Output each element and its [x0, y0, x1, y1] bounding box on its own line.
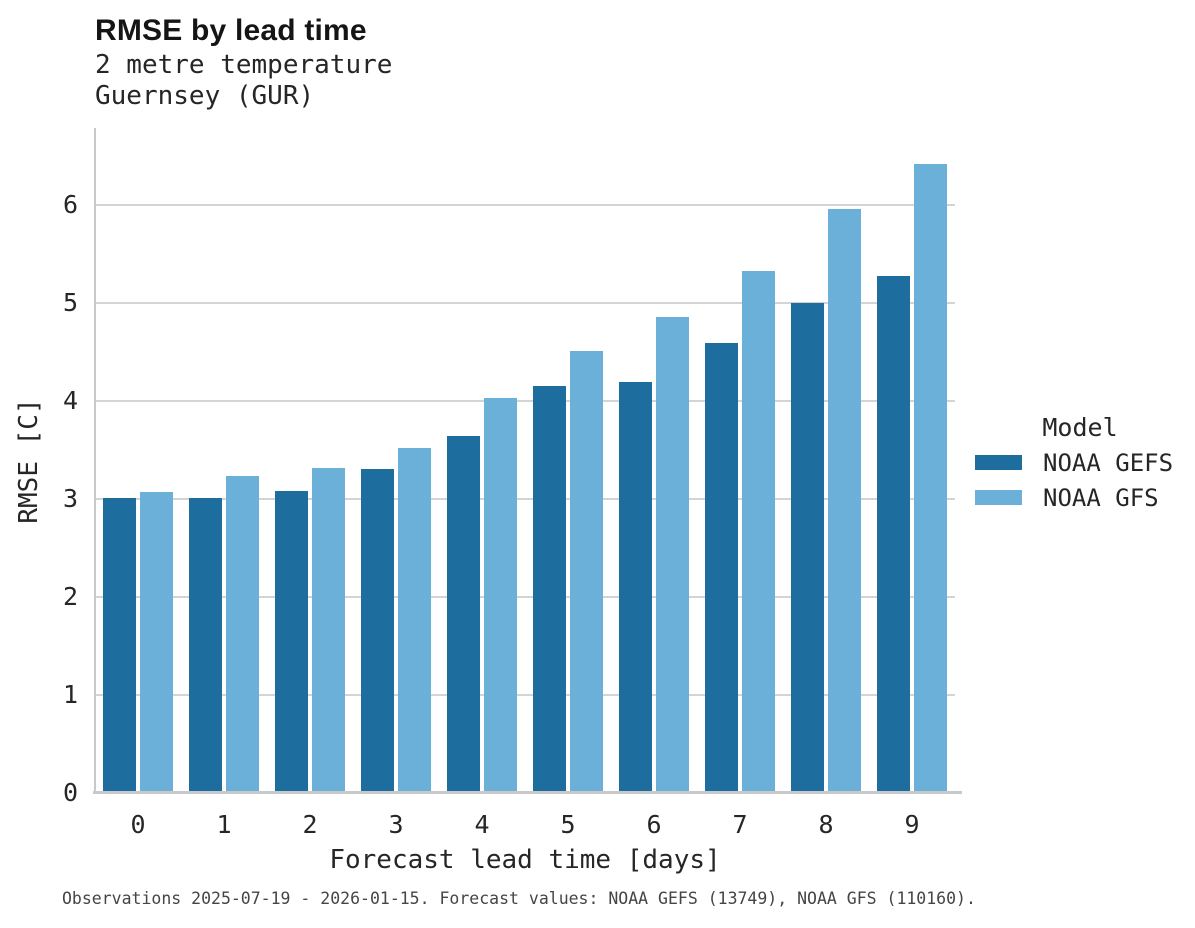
x-tick-label-9: 9 [904, 810, 920, 839]
gridline-y-4 [95, 399, 955, 402]
x-tick-label-2: 2 [302, 810, 318, 839]
legend-item-noaa-gefs: NOAA GEFS [975, 445, 1185, 480]
bar-noaa-gfs-lead0 [140, 491, 173, 793]
gridline-y-6 [95, 203, 955, 206]
bar-noaa-gfs-lead2 [312, 468, 345, 793]
y-tick-label-5: 5 [62, 287, 78, 317]
y-tick-label-3: 3 [62, 483, 78, 513]
legend-label: NOAA GEFS [1043, 448, 1174, 477]
bar-noaa-gefs-lead3 [361, 469, 394, 793]
chart-title: RMSE by lead time [95, 14, 367, 47]
bar-noaa-gefs-lead2 [275, 490, 308, 793]
bar-noaa-gefs-lead8 [791, 302, 824, 793]
chart-subtitle: 2 metre temperature Guernsey (GUR) [95, 50, 392, 112]
legend-label: NOAA GFS [1043, 483, 1159, 512]
bar-noaa-gefs-lead0 [103, 497, 136, 793]
legend-items: NOAA GEFS NOAA GFS [975, 445, 1185, 515]
bar-noaa-gfs-lead5 [570, 350, 603, 793]
x-axis-title: Forecast lead time [days] [329, 845, 721, 875]
plot-area [93, 128, 962, 794]
x-tick-label-4: 4 [474, 810, 490, 839]
subtitle-line-1: 2 metre temperature [95, 50, 393, 80]
bar-noaa-gefs-lead5 [533, 385, 566, 793]
bar-noaa-gfs-lead1 [226, 476, 259, 793]
bar-noaa-gfs-lead8 [828, 209, 861, 793]
legend: Model NOAA GEFS NOAA GFS [975, 410, 1185, 515]
bar-noaa-gefs-lead6 [619, 382, 652, 793]
x-tick-label-6: 6 [646, 810, 662, 839]
x-tick-label-0: 0 [130, 810, 146, 839]
gridline-y-2 [95, 595, 955, 598]
y-tick-label-1: 1 [62, 679, 78, 709]
footer-caption: Observations 2025-07-19 - 2026-01-15. Fo… [62, 889, 976, 908]
x-tick-label-1: 1 [216, 810, 232, 839]
bar-noaa-gefs-lead1 [189, 497, 222, 793]
y-axis-title: RMSE [C] [14, 398, 44, 524]
x-tick-label-5: 5 [560, 810, 576, 839]
legend-item-noaa-gfs: NOAA GFS [975, 480, 1185, 515]
x-tick-label-3: 3 [388, 810, 404, 839]
y-axis-spine [94, 128, 96, 793]
x-tick-label-8: 8 [818, 810, 834, 839]
y-tick-label-6: 6 [62, 189, 78, 219]
bar-noaa-gefs-lead4 [447, 435, 480, 793]
y-tick-label-4: 4 [62, 385, 78, 415]
legend-swatch-noaa-gfs [975, 490, 1022, 505]
gridline-y-3 [95, 497, 955, 500]
gridline-y-5 [95, 301, 955, 304]
bar-noaa-gfs-lead3 [398, 447, 431, 793]
bar-noaa-gfs-lead4 [484, 397, 517, 793]
x-tick-label-7: 7 [732, 810, 748, 839]
bar-noaa-gfs-lead9 [914, 164, 947, 793]
bar-noaa-gfs-lead7 [742, 271, 775, 793]
legend-title: Model [1042, 413, 1118, 442]
bar-noaa-gefs-lead9 [877, 276, 910, 793]
y-tick-label-0: 0 [62, 778, 78, 807]
x-axis-line [93, 791, 962, 794]
bar-noaa-gefs-lead7 [705, 342, 738, 793]
bar-noaa-gfs-lead6 [656, 317, 689, 793]
legend-swatch-noaa-gefs [975, 455, 1022, 470]
y-tick-label-2: 2 [62, 581, 78, 611]
subtitle-line-2: Guernsey (GUR) [95, 81, 315, 111]
gridline-y-1 [95, 693, 955, 696]
